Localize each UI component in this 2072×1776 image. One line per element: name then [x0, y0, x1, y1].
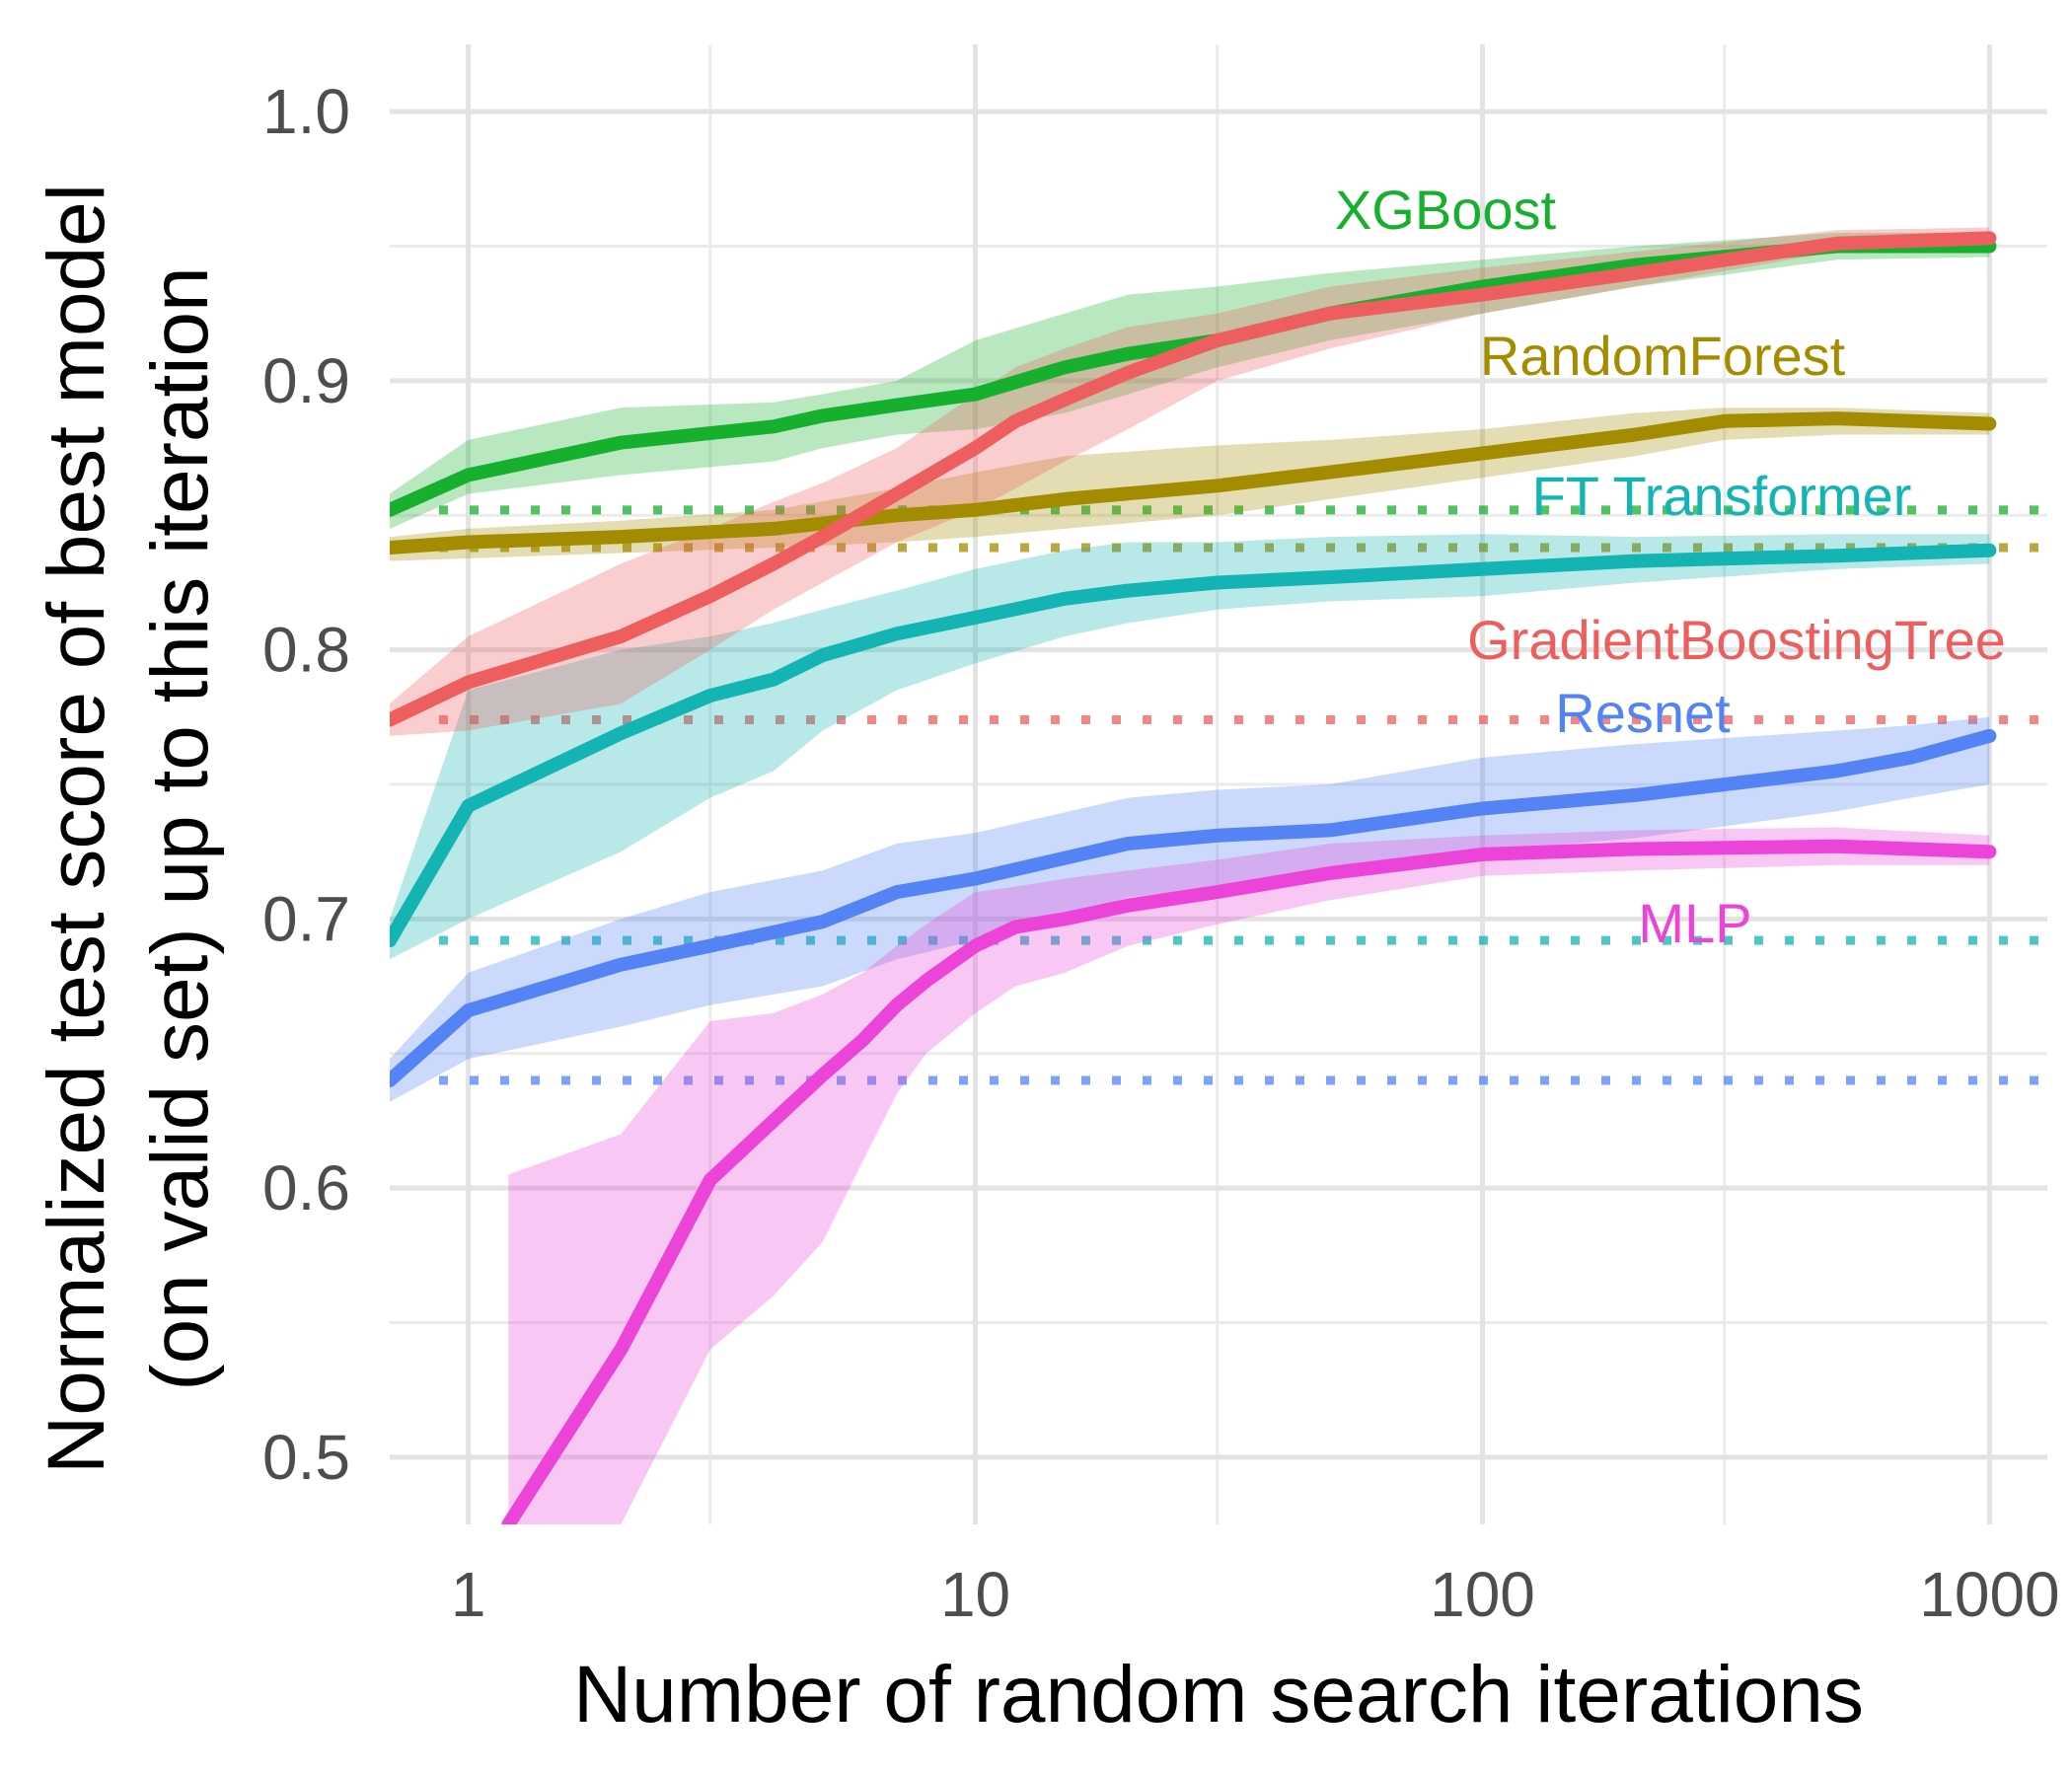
y-tick-label: 0.7 — [262, 883, 350, 954]
grid — [390, 44, 2047, 1524]
series-labels: XGBoost RandomForest FT Transformer Gradien… — [1335, 179, 2006, 954]
y-axis-title-line-2: (on valid set) up to this iteration — [135, 266, 225, 1390]
y-axis-title: Normalized test score of best model (on … — [32, 184, 225, 1474]
line-xgboost — [390, 239, 1997, 517]
y-tick-label: 1.0 — [262, 76, 350, 147]
line-mlp — [501, 839, 1997, 1524]
band-mlp — [508, 827, 1990, 1524]
series-label-randomforest: RandomForest — [1480, 325, 1846, 387]
tick-labels: 1 10 100 1000 0.5 0.6 0.7 0.8 0.9 1.0 — [262, 76, 2060, 1630]
x-axis-title: Number of random search iterations — [573, 1650, 1864, 1739]
series-label-gradientboostingtree: GradientBoostingTree — [1467, 609, 2006, 671]
series-label-resnet: Resnet — [1555, 682, 1731, 744]
y-tick-label: 0.8 — [262, 615, 350, 686]
x-tick-label: 1 — [451, 1559, 486, 1630]
band-gradientboostingtree — [390, 227, 1990, 736]
y-axis-title-line-1: Normalized test score of best model — [32, 184, 121, 1474]
line-gradientboostingtree — [390, 231, 1997, 727]
x-tick-label: 1000 — [1919, 1559, 2059, 1630]
line-resnet — [390, 728, 1997, 1087]
baselines — [439, 505, 2047, 1085]
y-tick-label: 0.6 — [262, 1152, 350, 1223]
line-ft-transformer — [390, 543, 1997, 948]
y-tick-label: 0.9 — [262, 345, 350, 416]
band-xgboost — [390, 232, 1990, 529]
series-label-xgboost: XGBoost — [1335, 179, 1557, 241]
band-ft-transformer — [390, 534, 1990, 960]
x-tick-label: 10 — [940, 1559, 1010, 1630]
band-resnet — [390, 716, 1990, 1102]
x-tick-label: 100 — [1430, 1559, 1535, 1630]
y-tick-label: 0.5 — [262, 1422, 350, 1493]
series-lines — [390, 231, 1997, 1524]
series-label-ft-transformer: FT Transformer — [1532, 465, 1912, 527]
series-label-mlp: MLP — [1638, 892, 1751, 954]
line-randomforest — [390, 411, 1997, 555]
